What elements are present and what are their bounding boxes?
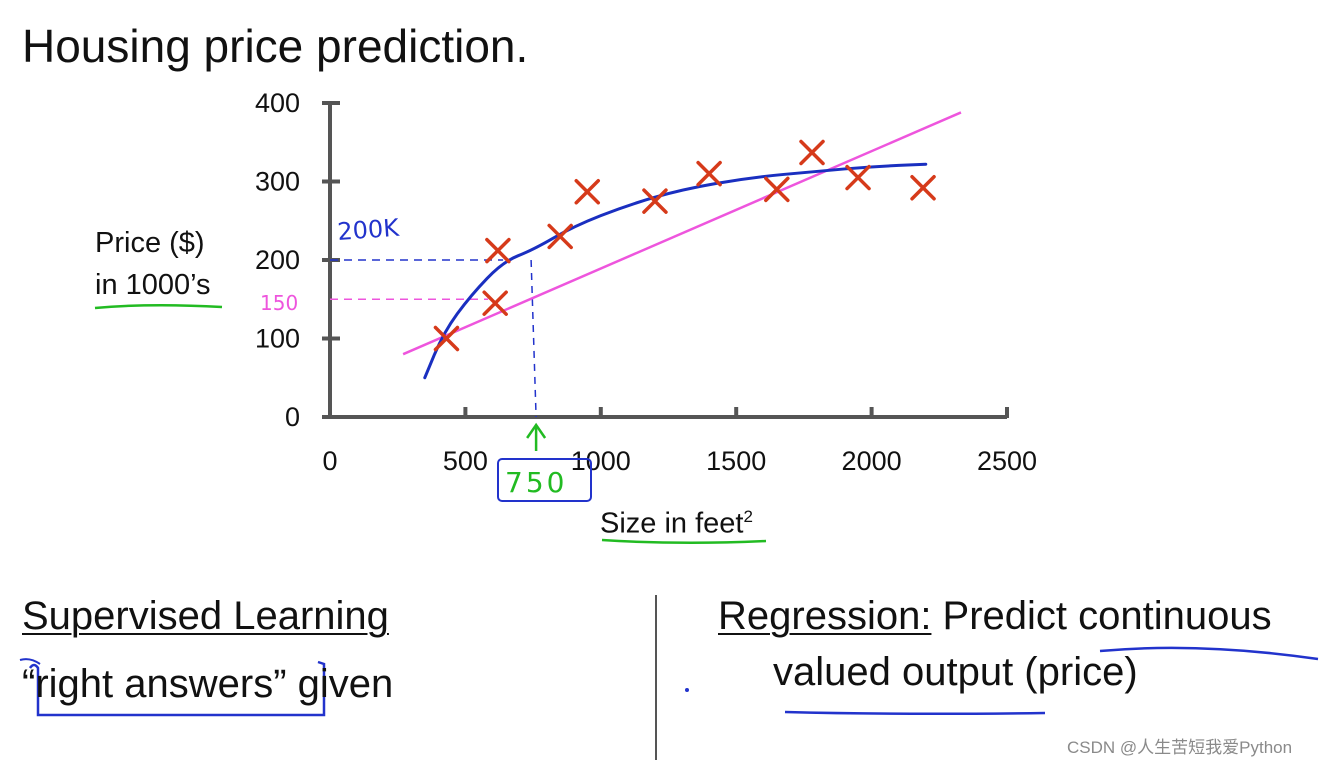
continuous-underline [1099, 646, 1319, 661]
data-point [910, 175, 936, 201]
data-point-stroke [799, 139, 825, 166]
box-750 [497, 458, 592, 502]
label-150: 150 [260, 291, 298, 315]
y-tick-label: 200 [255, 245, 300, 275]
x-axis-label: Size in feet2 [600, 499, 753, 542]
page-title: Housing price prediction. [22, 20, 529, 72]
data-point-stroke [433, 325, 460, 352]
data-point [482, 290, 508, 316]
data-point-stroke [910, 175, 936, 201]
supervised-learning-block: Supervised Learning “right answers” give… [22, 592, 393, 706]
data-point-stroke [642, 188, 668, 214]
right-answers-text: “right answers” [22, 662, 287, 706]
chart-guides [330, 259, 537, 418]
x-axis-label-superscript: 2 [743, 507, 753, 526]
data-point-stroke [696, 160, 722, 187]
right-answers-box [28, 660, 326, 717]
linear-fit-line [402, 111, 962, 356]
x-axis-label-text: Size in feet [600, 507, 744, 540]
tick-labels: 0 500 1000 1500 2000 2500 0 100 200 300 400 [255, 88, 1037, 476]
annotations: 200K 150 750 [19, 214, 1319, 717]
data-point [574, 178, 601, 205]
x-tick-label: 1000 [571, 446, 631, 476]
label-750: 750 [505, 466, 567, 499]
x-tick-label: 0 [322, 446, 337, 476]
data-point [845, 164, 871, 191]
data-point [799, 139, 825, 166]
y-tick-label: 400 [255, 88, 300, 118]
data-point [764, 176, 790, 203]
x-tick-label: 2000 [842, 446, 902, 476]
data-point-stroke [764, 176, 790, 203]
regression-subtext: valued output (price) [773, 650, 1138, 694]
x-tick-label: 500 [443, 446, 488, 476]
data-point [485, 237, 511, 264]
data-point [547, 223, 573, 250]
data-point-stroke [482, 290, 508, 316]
y-axis-label: Price ($) in 1000’s [95, 222, 211, 306]
x-tick-label: 1500 [706, 446, 766, 476]
y-tick-label: 100 [255, 324, 300, 354]
y-tick-label: 300 [255, 167, 300, 197]
supervised-learning-heading: Supervised Learning [22, 594, 389, 638]
data-point-stroke [485, 237, 511, 264]
guide-750-line [530, 259, 537, 418]
regression-heading: Regression: [718, 594, 932, 638]
data-point [642, 188, 668, 214]
data-point [433, 325, 460, 352]
supervised-learning-subtext: “right answers” given [22, 660, 393, 708]
data-point-stroke [574, 178, 601, 205]
chart-axes [322, 101, 1009, 419]
ylabel-underline [94, 303, 223, 310]
section-divider [655, 595, 657, 760]
y-tick-label: 0 [285, 402, 300, 432]
stray-dot [685, 688, 689, 692]
data-points [433, 139, 936, 352]
y-axis-label-line2: in 1000’s [95, 269, 211, 301]
xlabel-underline [601, 538, 767, 545]
data-point-stroke [845, 164, 871, 191]
data-point [696, 160, 722, 187]
regression-text: Predict continuous [931, 594, 1272, 638]
label-200k: 200K [336, 214, 401, 246]
fit-lines [402, 111, 962, 380]
data-point-stroke [547, 223, 573, 250]
watermark: CSDN @人生苦短我爱Python [1067, 738, 1293, 757]
given-text: given [286, 662, 394, 706]
y-axis-label-line1: Price ($) [95, 227, 205, 259]
valued-output-underline [784, 710, 1046, 716]
regression-block: Regression: Predict continuous valued ou… [718, 592, 1272, 694]
arrow-750-head [526, 422, 547, 439]
right-answers-box-tick [19, 658, 41, 665]
curve-fit-line [423, 162, 928, 380]
x-tick-label: 2500 [977, 446, 1037, 476]
